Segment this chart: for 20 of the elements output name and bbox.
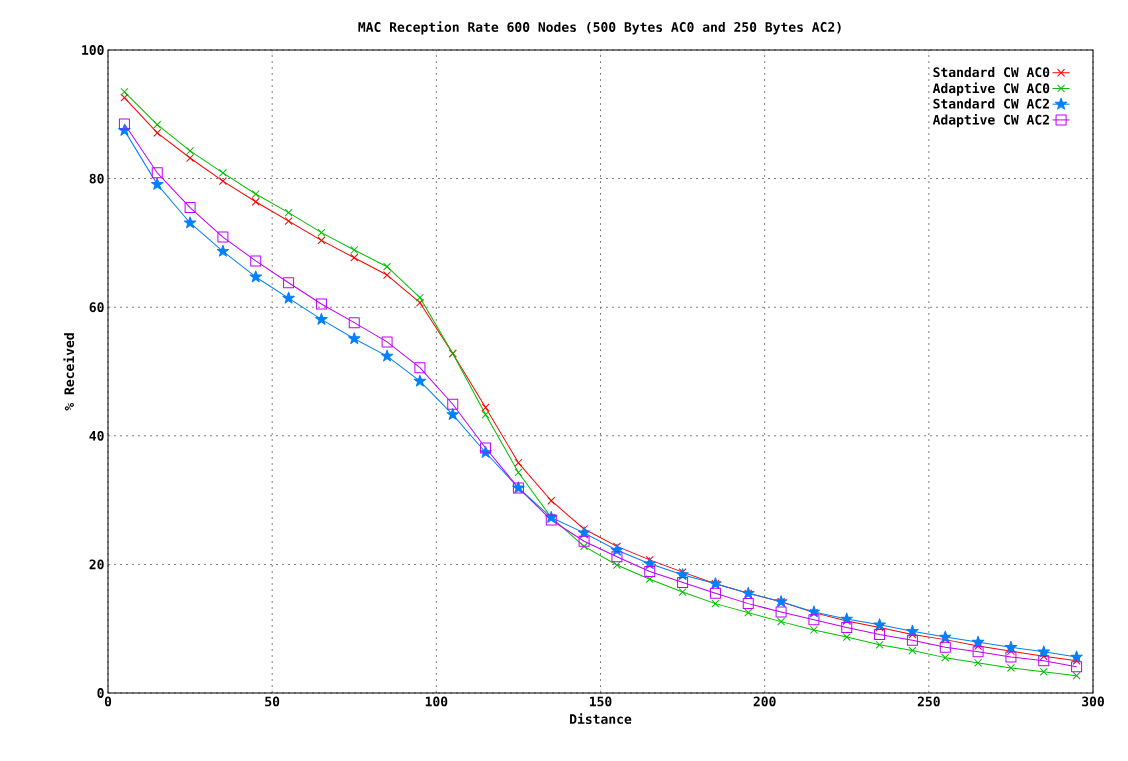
y-axis-title: % Received — [63, 333, 75, 411]
x-tick-label: 50 — [265, 696, 280, 707]
x-tick-label: 100 — [425, 696, 448, 707]
legend-label: Adaptive CW AC0 — [932, 82, 1050, 96]
y-tick-label: 60 — [89, 302, 104, 313]
x-tick-label: 250 — [917, 696, 940, 707]
chart-title: MAC Reception Rate 600 Nodes (500 Bytes AC0 and 250 Bytes AC2) — [358, 21, 841, 35]
legend-label: Standard CW AC2 — [933, 98, 1049, 109]
legend-label: Adaptive CW AC2 — [932, 113, 1049, 128]
x-tick-label: 150 — [589, 696, 612, 707]
x-tick-label: 0 — [104, 696, 112, 707]
legend-label: Standard CW AC0 — [933, 67, 1050, 78]
x-axis-title: Distance — [570, 713, 632, 724]
y-tick-label: 20 — [89, 559, 104, 570]
y-tick-label: 80 — [89, 173, 104, 184]
x-tick-label: 200 — [753, 696, 776, 707]
y-tick-label: 40 — [89, 430, 104, 441]
x-tick-label: 300 — [1082, 696, 1104, 707]
y-tick-label: 100 — [82, 45, 104, 55]
y-tick-label: 0 — [97, 688, 104, 698]
